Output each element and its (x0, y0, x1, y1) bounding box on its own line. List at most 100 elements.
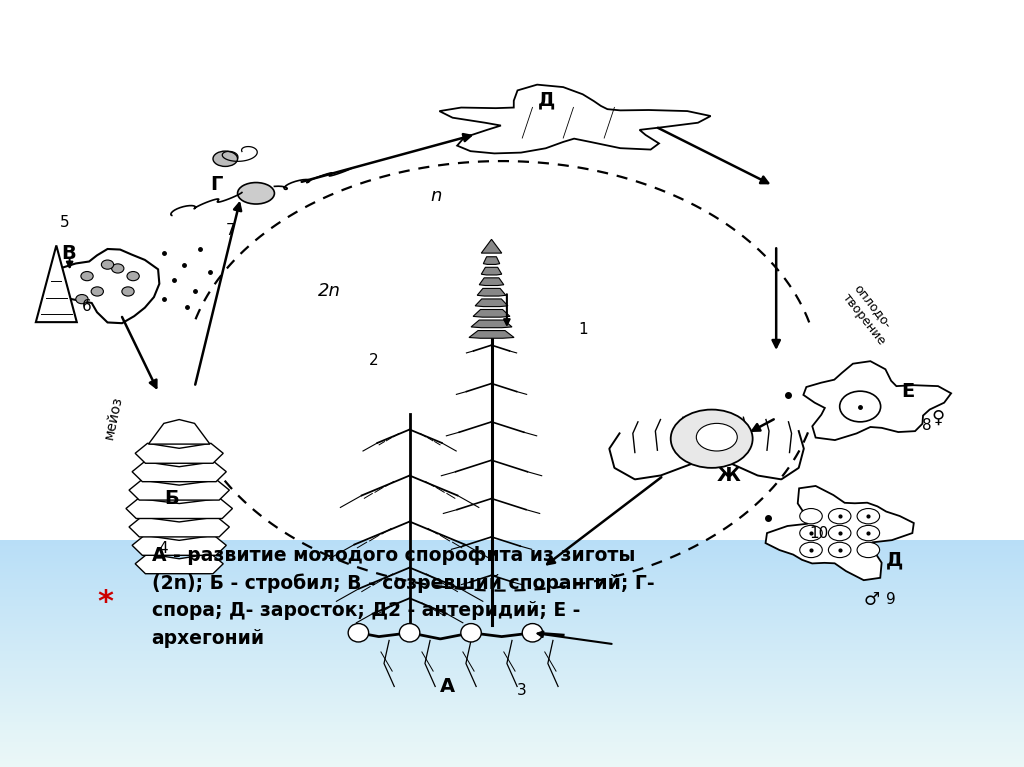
Text: 2: 2 (369, 353, 378, 368)
Bar (0, 679, 1024, 682)
Bar (0, 605, 1024, 609)
Bar (0, 693, 1024, 696)
Bar (0, 543, 1024, 546)
Bar (0, 627, 1024, 631)
Text: ♂: ♂ (863, 591, 880, 609)
Bar (0, 662, 1024, 665)
Bar (0, 729, 1024, 733)
Ellipse shape (91, 287, 103, 296)
Bar (0, 554, 1024, 558)
Polygon shape (135, 554, 223, 574)
Ellipse shape (800, 525, 822, 541)
Bar (0, 761, 1024, 764)
Bar (0, 599, 1024, 603)
Polygon shape (135, 443, 223, 463)
Bar (0, 607, 1024, 611)
Bar (0, 594, 1024, 597)
Polygon shape (49, 249, 160, 323)
Text: *: * (97, 588, 114, 617)
Ellipse shape (399, 624, 420, 642)
Bar (0, 650, 1024, 653)
Bar (0, 557, 1024, 561)
Polygon shape (132, 535, 226, 555)
Text: n: n (430, 186, 441, 205)
Bar (0, 741, 1024, 744)
Text: 1: 1 (579, 322, 588, 337)
Bar (0, 634, 1024, 637)
Bar (0, 718, 1024, 722)
Text: Д: Д (538, 91, 555, 109)
Bar (0, 681, 1024, 685)
Bar (0, 656, 1024, 660)
Bar (0, 726, 1024, 730)
Text: 6: 6 (82, 299, 92, 314)
Ellipse shape (81, 272, 93, 281)
Bar (0, 744, 1024, 747)
Bar (0, 585, 1024, 589)
Text: 5: 5 (59, 215, 69, 230)
Bar (0, 565, 1024, 569)
Bar (0, 664, 1024, 668)
Bar (0, 732, 1024, 736)
Bar (0, 611, 1024, 614)
Polygon shape (477, 288, 506, 296)
Polygon shape (132, 462, 226, 482)
Bar (0, 752, 1024, 755)
Bar (0, 704, 1024, 708)
Text: оплодо-
творение: оплодо- творение (840, 281, 900, 347)
Bar (0, 676, 1024, 680)
Bar (0, 701, 1024, 705)
Ellipse shape (112, 264, 124, 273)
Bar (0, 716, 1024, 719)
Ellipse shape (828, 525, 851, 541)
Bar (0, 746, 1024, 750)
Bar (0, 667, 1024, 671)
Bar (0, 580, 1024, 583)
Polygon shape (126, 499, 232, 518)
Bar (0, 617, 1024, 620)
Bar (0, 588, 1024, 591)
Bar (0, 568, 1024, 572)
Polygon shape (36, 245, 77, 322)
Polygon shape (475, 299, 508, 307)
Polygon shape (148, 420, 210, 444)
Text: ♀: ♀ (932, 409, 945, 427)
Text: А - развитие молодого спорофита из зиготы
(2n); Б - стробил; В - созревший спора: А - развитие молодого спорофита из зигот… (152, 546, 654, 647)
Bar (0, 642, 1024, 645)
Bar (0, 602, 1024, 606)
Bar (0, 670, 1024, 673)
Bar (0, 724, 1024, 727)
Polygon shape (479, 278, 504, 285)
Ellipse shape (857, 542, 880, 558)
Bar (0, 563, 1024, 566)
Polygon shape (471, 320, 512, 328)
Bar (0, 597, 1024, 600)
Ellipse shape (522, 624, 543, 642)
Bar (0, 540, 1024, 544)
Text: 9: 9 (886, 592, 896, 607)
Polygon shape (481, 239, 502, 253)
Polygon shape (483, 257, 500, 265)
Polygon shape (473, 309, 510, 318)
Ellipse shape (828, 509, 851, 524)
Text: 7: 7 (225, 222, 234, 238)
Text: 4: 4 (159, 541, 168, 556)
Bar (0, 582, 1024, 586)
Ellipse shape (857, 525, 880, 541)
Text: 8: 8 (922, 418, 931, 433)
Bar (0, 625, 1024, 628)
Bar (0, 0, 1024, 541)
Bar (0, 622, 1024, 626)
Ellipse shape (800, 509, 822, 524)
Ellipse shape (461, 624, 481, 642)
Bar (0, 709, 1024, 713)
Bar (0, 738, 1024, 742)
Bar (0, 644, 1024, 648)
Bar (0, 630, 1024, 634)
Bar (0, 763, 1024, 767)
Polygon shape (804, 361, 951, 440)
Bar (0, 591, 1024, 594)
Text: Д: Д (886, 551, 903, 569)
Bar (0, 699, 1024, 702)
Text: 2n: 2n (317, 282, 340, 301)
